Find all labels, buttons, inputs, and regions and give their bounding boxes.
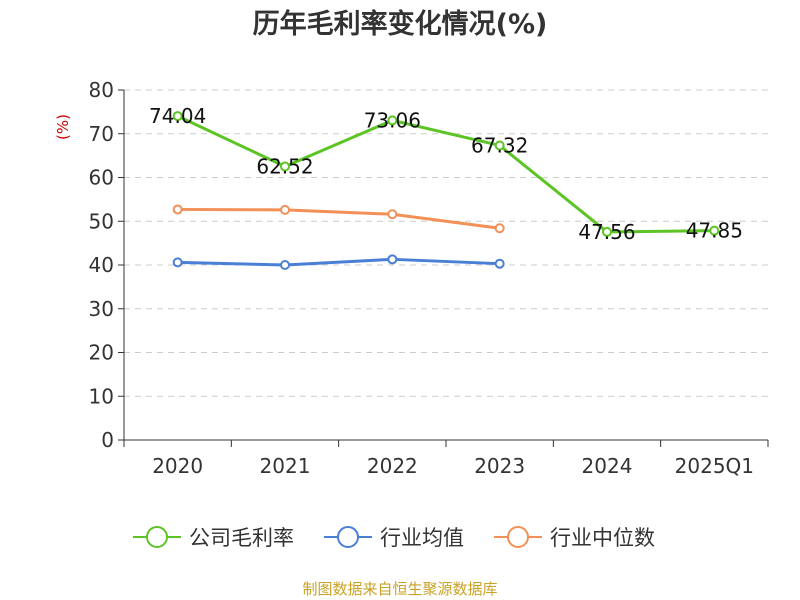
x-tick-label: 2023 xyxy=(474,454,525,478)
data-point[interactable] xyxy=(172,111,183,122)
legend-item[interactable]: 行业中位数 xyxy=(494,526,655,550)
data-point[interactable] xyxy=(494,223,505,234)
data-point[interactable] xyxy=(602,226,612,237)
data-point[interactable] xyxy=(172,257,183,268)
y-tick-label: 30 xyxy=(89,297,114,321)
x-tick-label: 2025Q1 xyxy=(675,454,754,478)
legend-label: 公司毛利率 xyxy=(189,526,294,550)
legend-label: 行业中位数 xyxy=(550,526,655,550)
data-label: 74.04 xyxy=(149,104,206,128)
data-point[interactable] xyxy=(387,115,398,126)
data-point[interactable] xyxy=(494,140,505,151)
y-tick-label: 80 xyxy=(89,78,114,102)
y-tick-label: 0 xyxy=(101,428,114,452)
data-point[interactable] xyxy=(387,254,398,265)
data-label: 73.06 xyxy=(364,108,421,132)
x-tick-label: 2024 xyxy=(582,454,633,478)
data-point[interactable] xyxy=(280,204,290,215)
y-axis-label: (%) xyxy=(54,114,72,140)
series-line-2 xyxy=(177,207,500,230)
y-tick-label: 60 xyxy=(89,166,114,190)
source-note: 制图数据来自恒生聚源数据库 xyxy=(302,580,497,598)
data-point[interactable] xyxy=(280,161,290,172)
x-tick-label: 2022 xyxy=(367,454,418,478)
legend-item[interactable]: 行业均值 xyxy=(324,526,464,550)
axes: 0 10 20 30 40 50 60 70 80 2020 2021 2022 2023 2024 202… xyxy=(89,78,769,478)
data-label: 67.32 xyxy=(471,133,528,157)
data-point[interactable] xyxy=(172,204,183,215)
y-tick-label: 10 xyxy=(89,384,114,408)
data-label: 47.56 xyxy=(578,220,635,244)
y-tick-label: 20 xyxy=(89,341,114,365)
data-point[interactable] xyxy=(387,209,398,220)
y-tick-label: 40 xyxy=(89,253,114,277)
data-labels: 74.04 62.52 73.06 67.32 47.56 47.85 xyxy=(149,104,743,244)
data-point[interactable] xyxy=(709,225,720,236)
x-tick-label: 2021 xyxy=(260,454,311,478)
legend: 公司毛利率 行业均值 行业中位数 xyxy=(133,526,655,550)
data-point[interactable] xyxy=(494,258,505,269)
series xyxy=(172,111,720,270)
series-line-1 xyxy=(177,257,500,267)
data-label: 47.85 xyxy=(686,219,743,243)
legend-label: 行业均值 xyxy=(380,526,464,550)
series-line-0 xyxy=(177,114,715,234)
chart-title: 历年毛利率变化情况(%) xyxy=(253,8,548,40)
data-point[interactable] xyxy=(280,260,290,270)
x-tick-label: 2020 xyxy=(152,454,203,478)
y-tick-label: 50 xyxy=(89,209,114,233)
y-tick-label: 70 xyxy=(89,122,114,146)
legend-item[interactable]: 公司毛利率 xyxy=(133,526,294,550)
data-label: 62.52 xyxy=(256,154,313,178)
